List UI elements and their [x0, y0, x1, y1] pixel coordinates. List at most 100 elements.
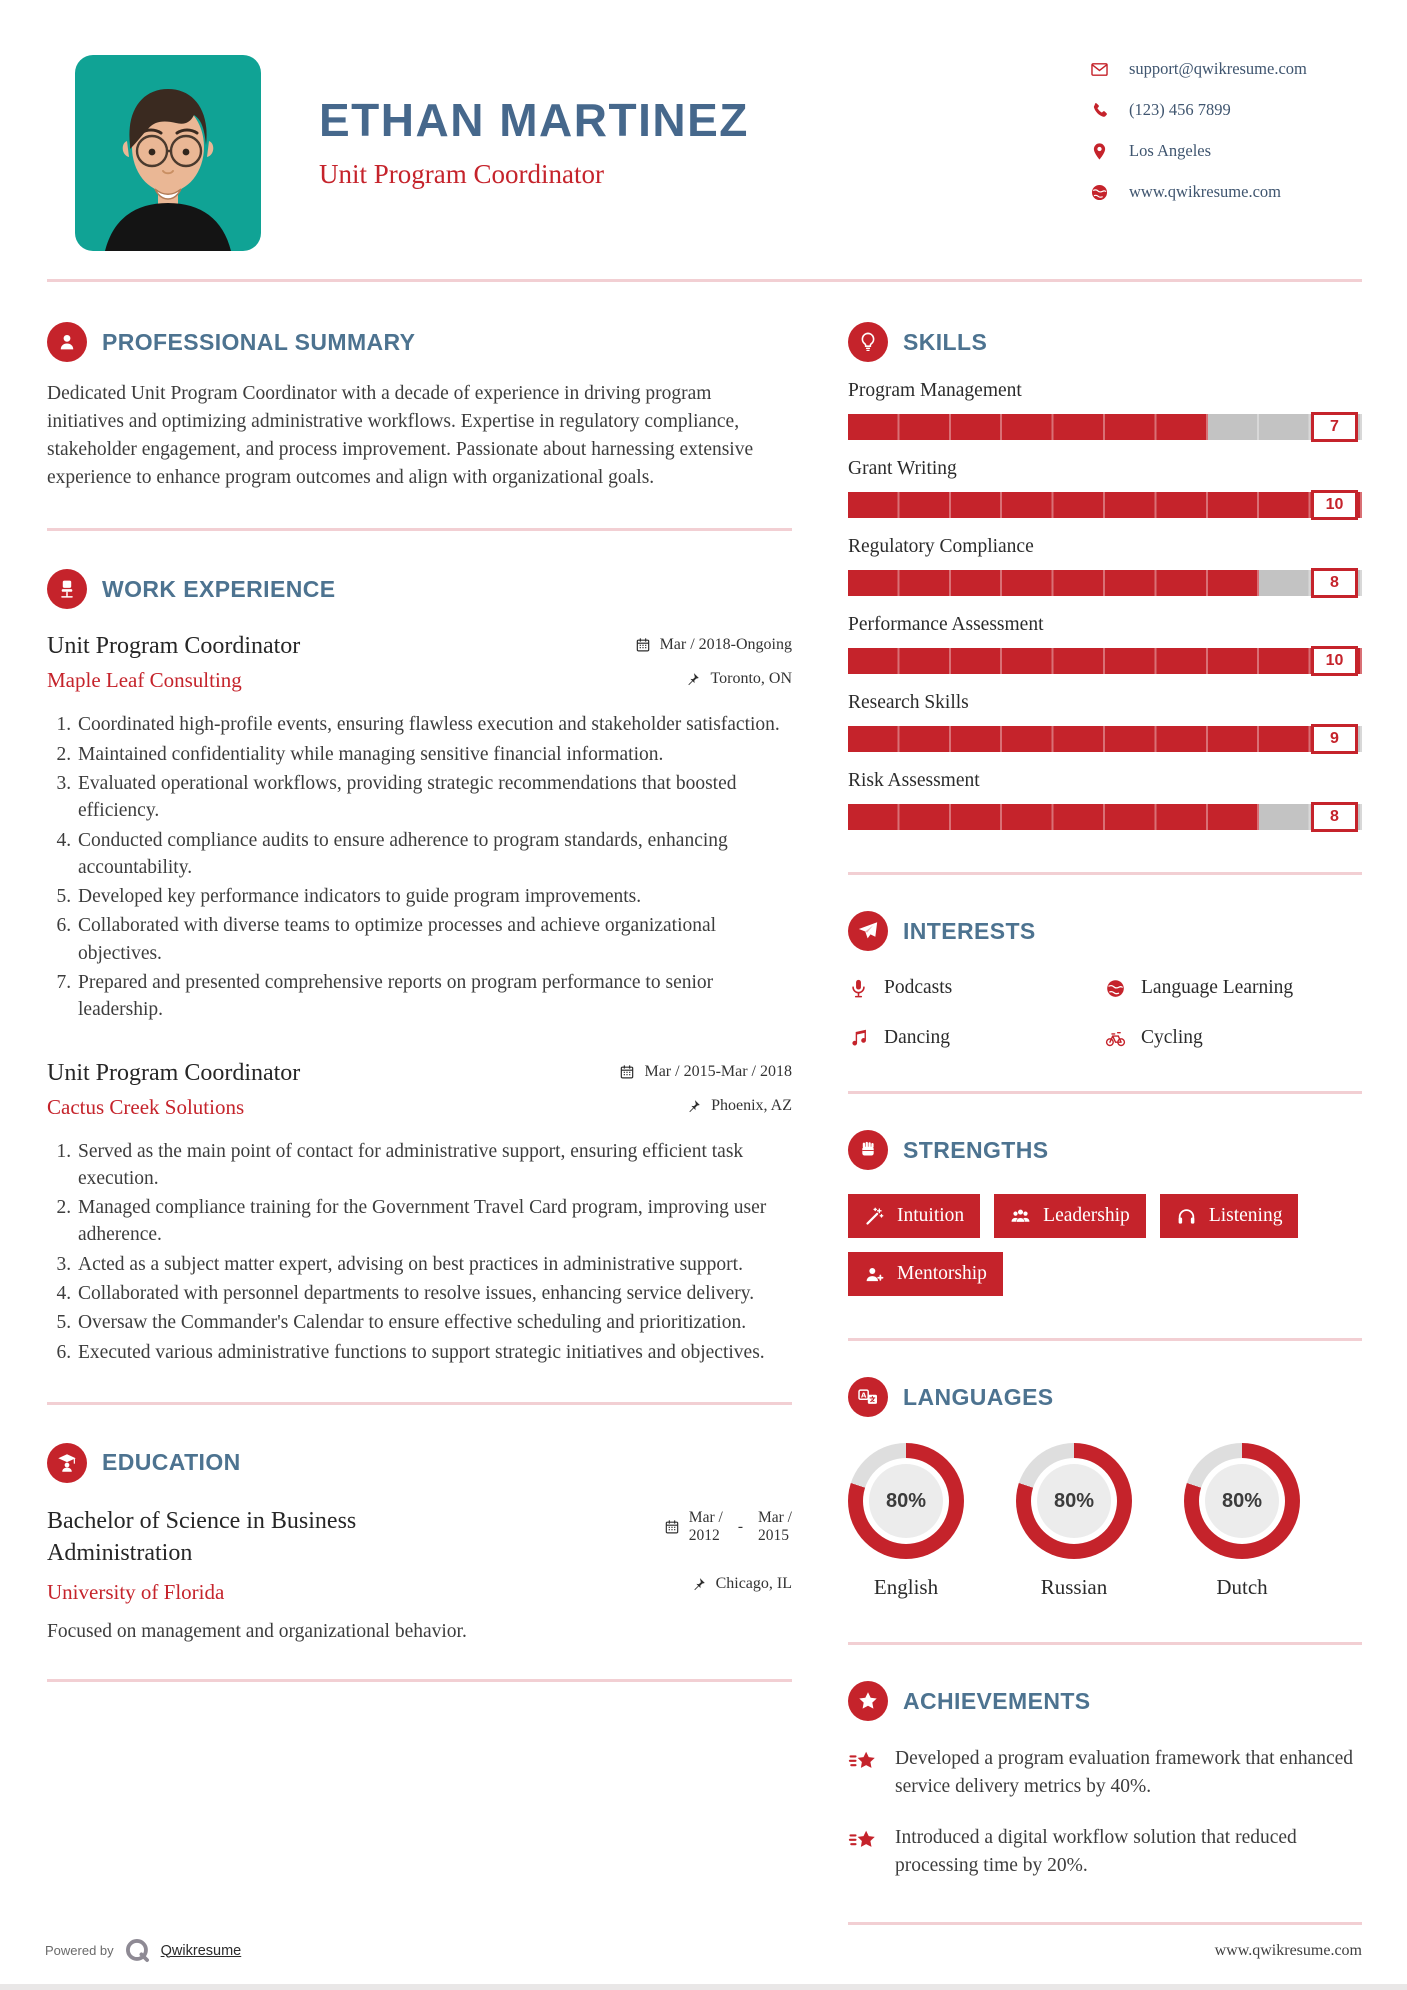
shooting-star-icon	[848, 1747, 878, 1777]
divider	[848, 1338, 1362, 1341]
job-entry: Unit Program Coordinator Mar / 2018-Ongo…	[47, 633, 792, 1023]
job-entry: Unit Program Coordinator Mar / 2015-Mar …	[47, 1060, 792, 1366]
divider	[848, 1091, 1362, 1094]
skill-row: Grant Writing 10	[848, 458, 1362, 520]
location-pin-icon	[1090, 142, 1109, 161]
list-item: Coordinated high-profile events, ensurin…	[76, 711, 792, 738]
profile-photo	[75, 55, 261, 251]
list-item: Evaluated operational workflows, providi…	[76, 770, 792, 825]
skill-bar: 8	[848, 568, 1362, 598]
phone-icon	[1090, 101, 1109, 120]
job-title: Unit Program Coordinator	[47, 633, 301, 660]
headphones-icon	[1176, 1206, 1197, 1227]
main-content: PROFESSIONAL SUMMARY Dedicated Unit Prog…	[0, 282, 1407, 1925]
achievement-item: Developed a program evaluation framework…	[848, 1745, 1362, 1800]
job-duties-list: Coordinated high-profile events, ensurin…	[47, 711, 792, 1023]
identity-block: ETHAN MARTINEZ Unit Program Coordinator	[319, 55, 749, 190]
language-item: 80% Russian	[1016, 1443, 1132, 1600]
envelope-icon	[1090, 60, 1109, 79]
strengths-title: STRENGTHS	[903, 1136, 1049, 1163]
education-dates: Mar /2012 - Mar /2015	[664, 1509, 792, 1545]
qwikresume-logo	[124, 1937, 151, 1964]
contact-email-text: support@qwikresume.com	[1129, 59, 1307, 78]
strength-chip: Leadership	[994, 1194, 1146, 1238]
contact-website-text: www.qwikresume.com	[1129, 182, 1281, 201]
list-item: Collaborated with diverse teams to optim…	[76, 912, 792, 967]
summary-text: Dedicated Unit Program Coordinator with …	[47, 383, 754, 489]
interests-section-heading: INTERESTS	[848, 911, 1362, 951]
right-column: SKILLS Program Management 7 Grant Writin…	[848, 282, 1362, 1925]
list-item: Collaborated with personnel departments …	[76, 1280, 792, 1307]
strengths-section-heading: STRENGTHS	[848, 1130, 1362, 1170]
contact-location: Los Angeles	[1090, 141, 1362, 161]
brand-link[interactable]: Qwikresume	[160, 1942, 242, 1959]
skill-rating-badge: 7	[1311, 412, 1358, 442]
skill-row: Regulatory Compliance 8	[848, 536, 1362, 598]
strength-chip: Mentorship	[848, 1252, 1003, 1296]
header: ETHAN MARTINEZ Unit Program Coordinator …	[0, 0, 1407, 251]
skill-row: Performance Assessment 10	[848, 614, 1362, 676]
skill-bar: 8	[848, 802, 1362, 832]
interests-title: INTERESTS	[903, 917, 1036, 944]
footer-brand: Powered by Qwikresume	[45, 1937, 241, 1964]
group-icon	[1010, 1206, 1031, 1227]
footer: Powered by Qwikresume www.qwikresume.com	[45, 1937, 1362, 1964]
list-item: Acted as a subject matter expert, advisi…	[76, 1251, 792, 1278]
education-entry: Bachelor of Science in Business Administ…	[47, 1505, 792, 1605]
person-plus-icon	[864, 1264, 885, 1285]
education-description: Focused on management and organizational…	[47, 1620, 467, 1642]
skill-rating-badge: 10	[1311, 646, 1358, 676]
strength-chip: Intuition	[848, 1194, 981, 1238]
list-item: Prepared and presented comprehensive rep…	[76, 969, 792, 1024]
skills-title: SKILLS	[903, 328, 988, 355]
language-donut-chart: 80%	[1016, 1443, 1132, 1559]
list-item: Managed compliance training for the Gove…	[76, 1194, 792, 1249]
contact-phone[interactable]: (123) 456 7899	[1090, 100, 1362, 120]
language-item: 80% English	[848, 1443, 964, 1600]
interest-item: Podcasts	[848, 977, 1105, 999]
summary-title: PROFESSIONAL SUMMARY	[102, 328, 416, 355]
graduate-icon	[47, 1442, 87, 1483]
languages-section-heading: LANGUAGES	[848, 1377, 1362, 1417]
interests-grid: Podcasts Language Learning Dancing Cycli…	[848, 977, 1362, 1049]
interest-item: Language Learning	[1105, 977, 1362, 999]
language-donut-chart: 80%	[1184, 1443, 1300, 1559]
skill-bar: 10	[848, 646, 1362, 676]
office-chair-icon	[47, 569, 87, 610]
paper-plane-icon	[848, 911, 888, 951]
skill-rating-badge: 10	[1311, 490, 1358, 520]
language-donut-chart: 80%	[848, 1443, 964, 1559]
strength-chips: Intuition Leadership Listening Mentorshi…	[848, 1194, 1362, 1296]
languages-title: LANGUAGES	[903, 1383, 1054, 1410]
summary-section-heading: PROFESSIONAL SUMMARY	[47, 322, 792, 362]
education-section-heading: EDUCATION	[47, 1442, 792, 1483]
divider	[848, 1642, 1362, 1645]
contact-email[interactable]: support@qwikresume.com	[1090, 59, 1362, 79]
interest-item: Dancing	[848, 1027, 1105, 1049]
job-date: Mar / 2018-Ongoing	[635, 636, 792, 654]
job-location: Toronto, ON	[685, 670, 792, 688]
list-item: Oversaw the Commander's Calendar to ensu…	[76, 1309, 792, 1336]
languages-row: 80% English 80% Russian 80% Dutch	[848, 1443, 1362, 1600]
work-section-heading: WORK EXPERIENCE	[47, 569, 792, 610]
pushpin-icon	[685, 671, 701, 687]
skill-rating-badge: 9	[1311, 724, 1358, 754]
left-column: PROFESSIONAL SUMMARY Dedicated Unit Prog…	[47, 282, 792, 1682]
language-item: 80% Dutch	[1184, 1443, 1300, 1600]
globe-icon	[1090, 183, 1109, 202]
achievements-title: ACHIEVEMENTS	[903, 1687, 1091, 1714]
footer-website-link[interactable]: www.qwikresume.com	[1214, 1941, 1362, 1959]
microphone-icon	[848, 978, 869, 999]
list-item: Developed key performance indicators to …	[76, 883, 792, 910]
job-title: Unit Program Coordinator	[47, 1059, 301, 1086]
fist-icon	[848, 1130, 888, 1170]
pushpin-icon	[686, 1098, 702, 1114]
language-label: Dutch	[1216, 1575, 1268, 1599]
divider	[47, 1401, 792, 1405]
calendar-icon	[635, 637, 651, 653]
contact-website[interactable]: www.qwikresume.com	[1090, 182, 1362, 202]
list-item: Executed various administrative function…	[76, 1339, 792, 1366]
pushpin-icon	[691, 1576, 707, 1592]
translate-icon	[848, 1377, 888, 1417]
achievements-list: Developed a program evaluation framework…	[848, 1745, 1362, 1880]
